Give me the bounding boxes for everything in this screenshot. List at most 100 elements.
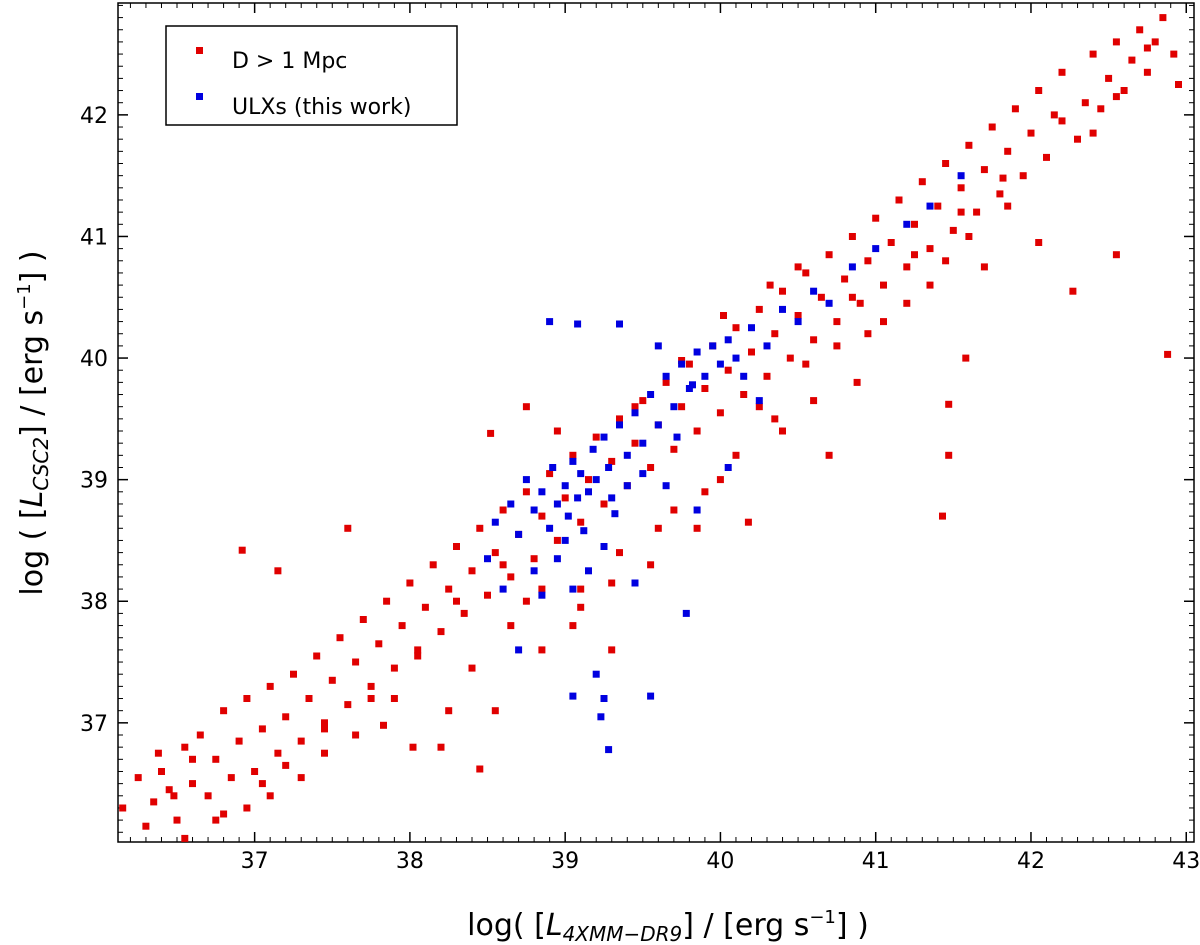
point-d-gt-1mpc [980, 166, 988, 174]
point-d-gt-1mpc [918, 178, 926, 186]
point-d-gt-1mpc [522, 488, 530, 496]
legend: D > 1 Mpc ULXs (this work) [165, 25, 458, 126]
point-d-gt-1mpc [980, 263, 988, 271]
point-d-gt-1mpc [841, 275, 849, 283]
point-d-gt-1mpc [825, 451, 833, 459]
point-d-gt-1mpc [484, 591, 491, 599]
y-tick-label: 39 [80, 469, 108, 494]
point-ulx [561, 482, 569, 490]
point-ulx [553, 500, 561, 508]
point-d-gt-1mpc [1027, 129, 1035, 137]
point-ulx [515, 530, 523, 538]
point-d-gt-1mpc [476, 765, 484, 773]
point-d-gt-1mpc [608, 457, 616, 465]
point-d-gt-1mpc [670, 445, 678, 453]
point-d-gt-1mpc [903, 299, 911, 307]
point-ulx [499, 585, 507, 593]
point-d-gt-1mpc [251, 768, 259, 775]
point-d-gt-1mpc [744, 518, 752, 526]
point-d-gt-1mpc [748, 348, 755, 356]
x-tick-label: 42 [1017, 849, 1045, 874]
point-ulx [589, 445, 597, 453]
point-d-gt-1mpc [616, 549, 623, 557]
point-d-gt-1mpc [794, 263, 802, 271]
y-tick-label: 41 [80, 225, 108, 250]
point-ulx [549, 464, 557, 471]
point-d-gt-1mpc [1143, 44, 1151, 52]
point-d-gt-1mpc [949, 226, 957, 234]
point-d-gt-1mpc [794, 312, 802, 319]
point-d-gt-1mpc [1136, 26, 1144, 34]
point-d-gt-1mpc [945, 451, 953, 459]
point-ulx [926, 202, 934, 210]
point-d-gt-1mpc [468, 664, 476, 672]
point-d-gt-1mpc [678, 403, 686, 411]
point-ulx [662, 372, 670, 380]
point-ulx [580, 527, 588, 535]
point-d-gt-1mpc [864, 257, 872, 265]
point-d-gt-1mpc [321, 749, 328, 757]
point-d-gt-1mpc [999, 174, 1007, 182]
point-d-gt-1mpc [880, 318, 887, 326]
point-d-gt-1mpc [942, 160, 950, 167]
point-d-gt-1mpc [437, 743, 445, 751]
point-d-gt-1mpc [802, 269, 810, 277]
point-d-gt-1mpc [406, 579, 414, 587]
point-ulx [574, 320, 582, 328]
point-ulx [903, 220, 911, 228]
point-ulx [597, 713, 605, 721]
point-d-gt-1mpc [616, 415, 623, 423]
point-d-gt-1mpc [1164, 350, 1172, 358]
point-d-gt-1mpc [538, 646, 546, 654]
point-d-gt-1mpc [553, 536, 561, 544]
point-d-gt-1mpc [243, 695, 251, 702]
point-d-gt-1mpc [522, 597, 530, 605]
point-ulx [616, 320, 623, 328]
point-ulx [779, 305, 786, 313]
point-d-gt-1mpc [243, 804, 251, 812]
point-ulx [654, 421, 662, 429]
point-d-gt-1mpc [321, 719, 328, 727]
point-d-gt-1mpc [647, 464, 655, 471]
point-d-gt-1mpc [1035, 239, 1043, 246]
point-d-gt-1mpc [662, 378, 670, 386]
point-d-gt-1mpc [1019, 172, 1027, 180]
point-ulx [678, 360, 686, 368]
point-ulx [605, 464, 613, 471]
point-d-gt-1mpc [158, 768, 165, 775]
point-d-gt-1mpc [853, 378, 861, 386]
point-d-gt-1mpc [546, 470, 554, 478]
point-d-gt-1mpc [685, 360, 693, 368]
x-tick-label: 38 [396, 849, 424, 874]
point-d-gt-1mpc [1159, 14, 1167, 22]
point-ulx [662, 482, 670, 490]
x-axis-title: log( [L4XMM−DR9] / [erg s−1] ) [467, 907, 869, 945]
point-d-gt-1mpc [507, 573, 515, 581]
point-d-gt-1mpc [732, 451, 740, 459]
point-ulx [670, 403, 678, 411]
point-ulx [685, 385, 693, 392]
point-ulx [574, 494, 582, 502]
x-tick-label: 37 [241, 849, 269, 874]
point-d-gt-1mpc [150, 798, 158, 806]
point-d-gt-1mpc [1004, 147, 1012, 155]
point-d-gt-1mpc [274, 567, 282, 575]
point-ulx [538, 488, 546, 496]
y-axis-title: log ( [LCSC2] / [erg s−1] ) [14, 250, 53, 595]
point-d-gt-1mpc [771, 415, 779, 423]
point-d-gt-1mpc [833, 342, 841, 350]
plot-frame [117, 2, 1195, 843]
point-d-gt-1mpc [1112, 251, 1120, 259]
point-d-gt-1mpc [445, 707, 453, 715]
point-d-gt-1mpc [383, 597, 391, 605]
point-d-gt-1mpc [945, 400, 953, 408]
point-d-gt-1mpc [507, 622, 515, 630]
point-ulx [600, 543, 608, 550]
x-tick-label: 41 [862, 849, 890, 874]
point-ulx [701, 372, 709, 380]
point-d-gt-1mpc [414, 646, 422, 654]
legend-marker-ulxs [196, 93, 203, 100]
point-d-gt-1mpc [786, 354, 794, 362]
point-d-gt-1mpc [810, 336, 818, 344]
point-d-gt-1mpc [491, 549, 499, 557]
